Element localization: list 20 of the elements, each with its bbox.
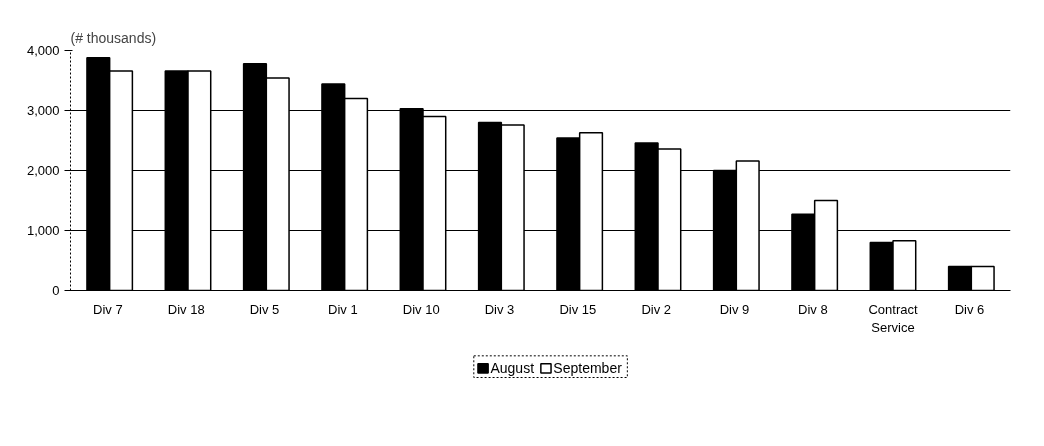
x-tick-label: Div 8 — [798, 301, 828, 317]
legend-label: September — [553, 359, 623, 376]
x-tick-label: Div 6 — [954, 301, 985, 317]
y-tick-label: 0 — [52, 283, 60, 298]
y-tick-label: 1,000 — [26, 223, 60, 238]
x-tick-label: Div 15 — [559, 301, 597, 317]
y-axis-title: (# thousands) — [70, 29, 157, 46]
x-tick-label: Div 18 — [167, 301, 205, 317]
x-tick-label: Div 2 — [641, 301, 672, 317]
x-tick-label: Div 9 — [719, 301, 750, 317]
y-tick-label: 2,000 — [26, 163, 60, 178]
x-tick-label: Div 7 — [93, 301, 123, 317]
y-tick-label: 4,000 — [26, 43, 60, 58]
x-tick-label: Div 5 — [249, 301, 280, 317]
legend-label: August — [490, 359, 535, 376]
x-tick-label: Div 3 — [484, 301, 515, 317]
x-tick-label: Contract Service — [868, 301, 918, 335]
y-tick-label: 3,000 — [26, 103, 60, 118]
x-tick-label: Div 10 — [402, 301, 440, 317]
x-tick-label: Div 1 — [328, 301, 358, 317]
